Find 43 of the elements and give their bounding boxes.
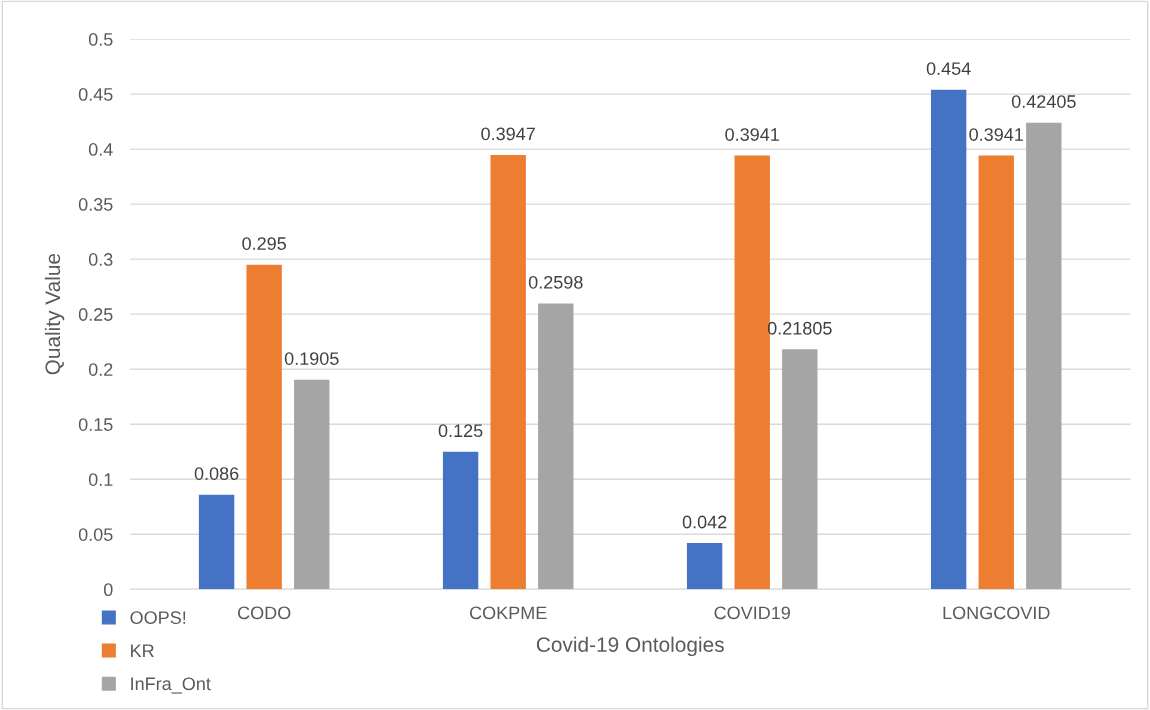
bar	[246, 264, 282, 590]
data-label: 0.086	[194, 467, 239, 480]
bar	[294, 379, 330, 590]
data-label: 0.295	[242, 237, 286, 250]
bar	[442, 451, 479, 590]
x-axis-title: Covid-19 Ontologies	[536, 636, 724, 657]
data-label: 0.2598	[528, 275, 583, 289]
bar	[1026, 122, 1062, 590]
bar	[490, 154, 526, 590]
bar	[198, 494, 235, 590]
y-tick-label: 0.25	[78, 308, 113, 321]
bar	[686, 543, 723, 590]
x-tick-label: COVID19	[714, 606, 790, 620]
legend-label: OOPS!	[130, 611, 186, 625]
bar	[538, 303, 574, 590]
data-label: 0.1905	[284, 352, 339, 365]
y-tick-label: 0.15	[78, 418, 113, 431]
data-label: 0.3947	[481, 127, 535, 141]
bar	[978, 155, 1014, 590]
legend-label: KR	[131, 644, 154, 657]
y-tick-label: 0.1	[88, 473, 113, 486]
y-tick-label: 0.3	[88, 253, 113, 266]
data-label: 0.042	[682, 515, 727, 529]
y-tick-label: 0	[103, 583, 113, 597]
x-tick-label: LONGCOVID	[943, 606, 1050, 620]
y-tick-label: 0.5	[88, 32, 113, 46]
data-label: 0.42405	[1011, 95, 1076, 108]
data-label: 0.3941	[725, 128, 779, 141]
data-label: 0.3941	[969, 128, 1023, 141]
y-tick-label: 0.35	[78, 198, 113, 211]
bar	[782, 349, 818, 590]
x-tick-label: COKPME	[469, 606, 547, 620]
x-tick-label: CODO	[238, 606, 291, 620]
y-tick-label: 0.05	[78, 528, 113, 541]
data-label: 0.125	[438, 424, 483, 438]
data-label: 0.454	[926, 62, 971, 75]
legend-label: InFra_Ont	[131, 677, 211, 694]
y-axis-title: Quality Value	[44, 253, 65, 375]
bar	[930, 89, 967, 590]
y-tick-label: 0.45	[78, 88, 113, 101]
y-tick-label: 0.4	[88, 143, 113, 156]
y-tick-label: 0.2	[88, 363, 113, 376]
bar	[734, 155, 770, 590]
